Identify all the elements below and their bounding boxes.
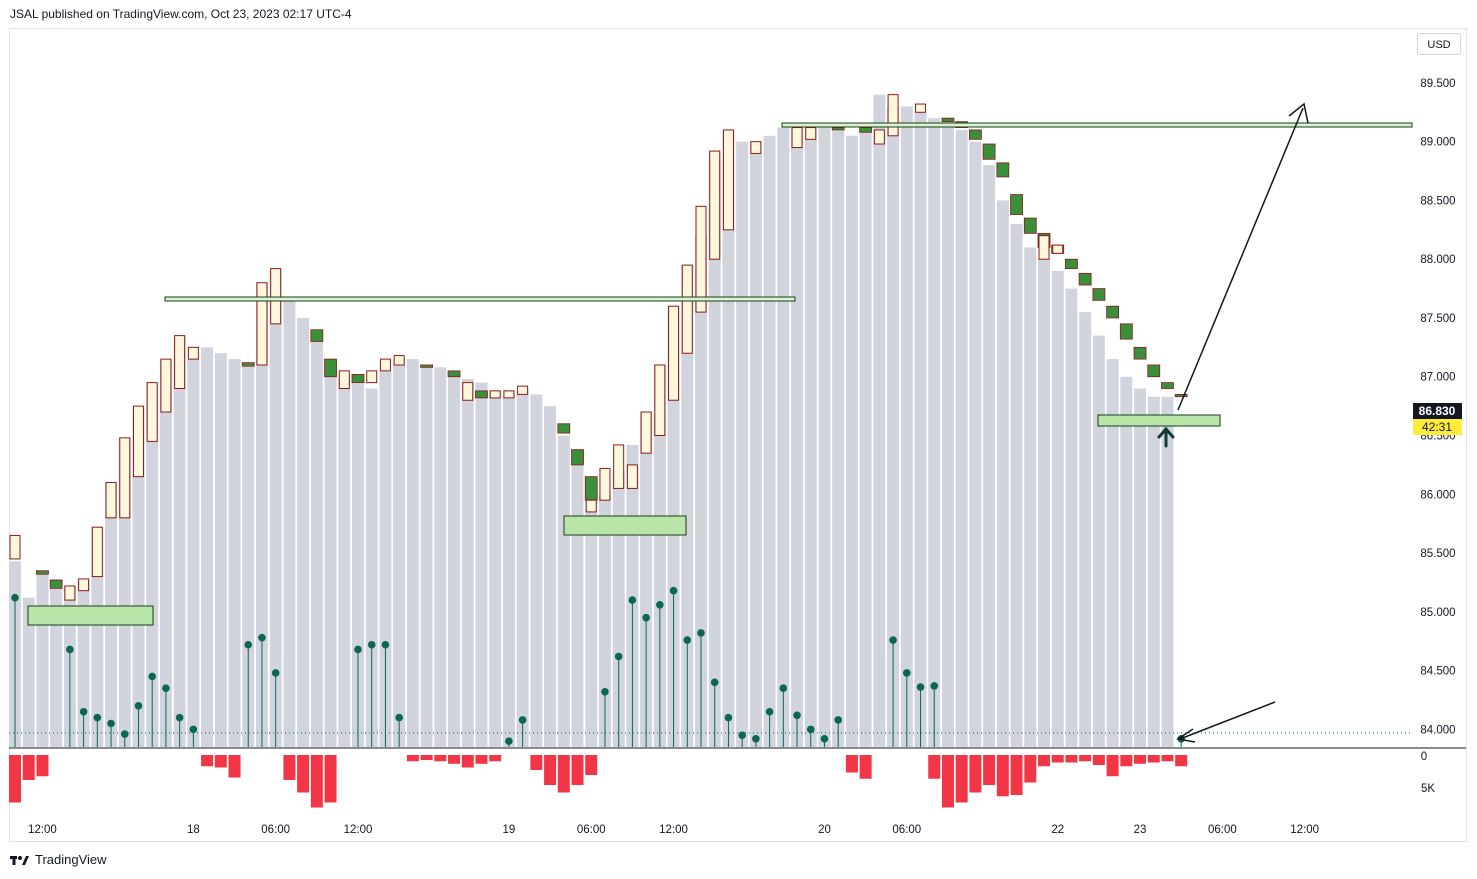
published-caption: JSAL published on TradingView.com, Oct 2… [10, 7, 352, 21]
tradingview-logo-icon [10, 855, 29, 865]
footer-brand[interactable]: TradingView [10, 852, 107, 867]
currency-button[interactable]: USD [1417, 33, 1461, 55]
chart-frame [9, 28, 1467, 842]
brand-text: TradingView [35, 852, 107, 867]
